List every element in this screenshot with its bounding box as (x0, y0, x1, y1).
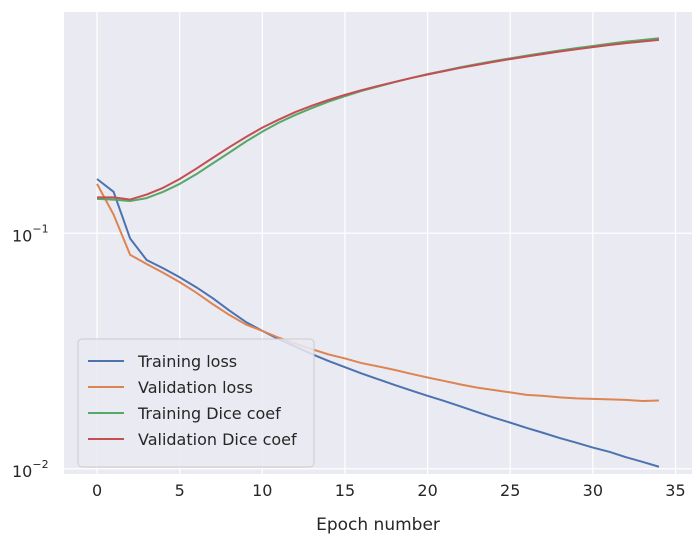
y-tick-label: 10−1 (12, 222, 49, 245)
x-tick-label: 25 (500, 481, 520, 500)
legend: Training loss Validation loss Training Dic… (77, 338, 315, 468)
x-tick-label: 35 (665, 481, 685, 500)
training-loss-line (96, 178, 660, 468)
x-tick-label: 10 (252, 481, 272, 500)
legend-label-validation-loss: Validation loss (138, 378, 253, 397)
series-lines (96, 37, 660, 468)
x-tick-label: 20 (417, 481, 437, 500)
x-tick-label: 0 (92, 481, 102, 500)
legend-label-training-dice-coef: Training Dice coef (137, 404, 281, 423)
x-tick-label: 30 (583, 481, 603, 500)
x-tick-label: 15 (335, 481, 355, 500)
y-tick-labels: 10−1 10−2 (12, 222, 49, 480)
legend-label-validation-dice-coef: Validation Dice coef (138, 430, 297, 449)
x-tick-labels: 0 5 10 15 20 25 30 35 (92, 481, 686, 500)
x-tick-label: 5 (175, 481, 185, 500)
legend-box (77, 338, 315, 468)
validation-loss-line (96, 183, 659, 402)
y-tick-label: 10−2 (12, 458, 49, 481)
validation-dice-coef-line (97, 38, 660, 201)
x-axis-label: Epoch number (316, 515, 440, 535)
grid-lines (64, 12, 692, 474)
legend-label-training-loss: Training loss (137, 352, 237, 371)
